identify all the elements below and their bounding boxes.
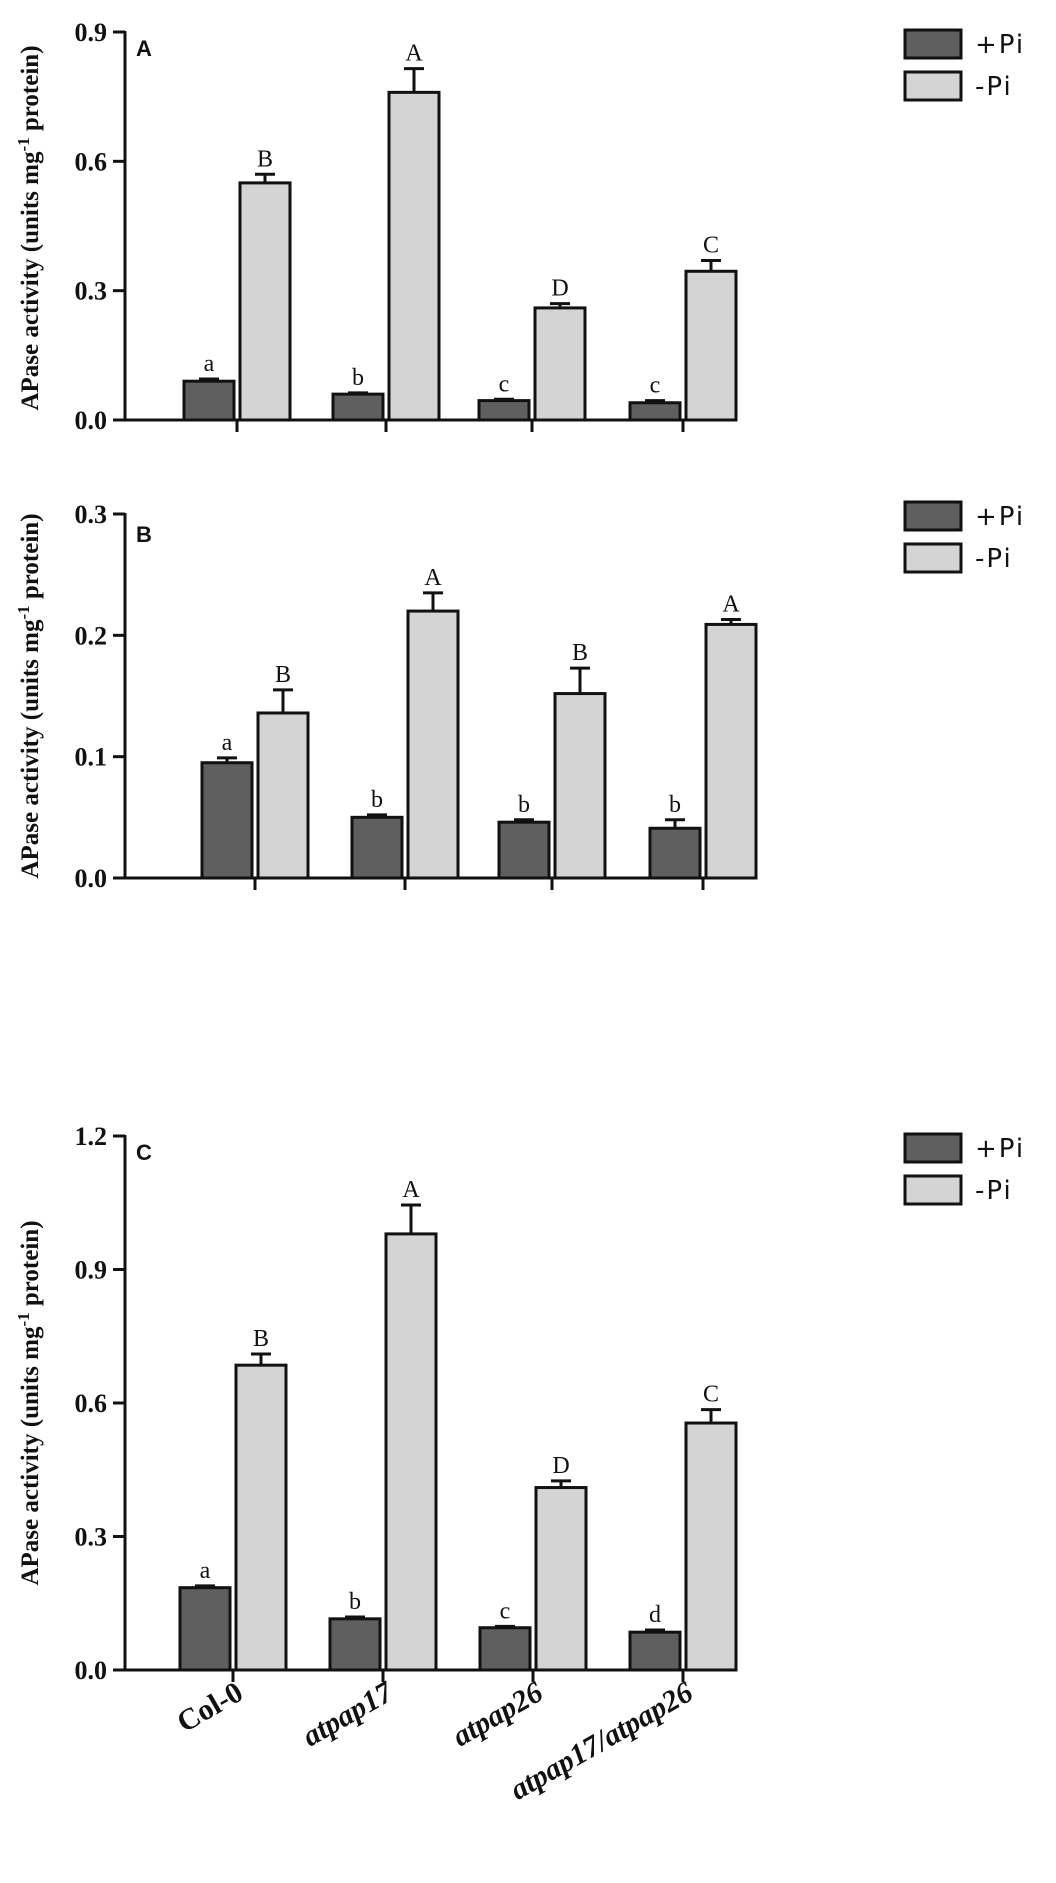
significance-label: a [204, 351, 215, 377]
bar-plus-pi [497, 820, 551, 880]
legend-label: +Pi [975, 30, 1025, 60]
y-axis-label: APase activity (units mg-1 protein) [14, 1220, 44, 1585]
chart-panel-c: 0.0 0.3 0.6 0.9 1.2 a b c d B A D C C APase activity (… [14, 1122, 1025, 1685]
bar-minus-pi [238, 181, 292, 422]
legend-swatch [903, 542, 963, 574]
y-tick-label: 0.3 [75, 277, 108, 306]
x-category-label: atpap26 [447, 1675, 549, 1753]
significance-label: c [650, 373, 661, 399]
legend-label: -Pi [975, 1176, 1013, 1206]
significance-label: B [253, 1326, 269, 1352]
bar-plus-pi [628, 1630, 682, 1672]
bar-plus-pi [182, 379, 236, 422]
y-tick-label: 0.9 [75, 18, 108, 47]
panel-letter: B [136, 522, 152, 547]
significance-label: C [703, 232, 719, 258]
y-axis-label: APase activity (units mg-1 protein) [14, 45, 44, 410]
y-tick-label: 0.9 [75, 1256, 108, 1285]
significance-label: b [352, 365, 364, 391]
legend-swatch [903, 28, 963, 60]
panel-letter: C [136, 1140, 152, 1165]
chart-panel-a: 0.0 0.3 0.6 0.9 a b c c B A D C A APase activity (uni… [14, 18, 1025, 435]
legend-label: -Pi [975, 544, 1013, 574]
legend-swatch [903, 500, 963, 532]
legend-label: +Pi [975, 502, 1025, 532]
x-category-label: Col-0 [171, 1675, 248, 1739]
bar-minus-pi [704, 622, 758, 880]
bar-plus-pi [628, 401, 682, 422]
significance-label: b [371, 787, 383, 813]
y-tick-label: 0.0 [75, 864, 108, 893]
bar-minus-pi [684, 269, 738, 422]
significance-label: d [649, 1602, 661, 1628]
legend-label: -Pi [975, 72, 1013, 102]
legend-swatch [903, 70, 963, 102]
bar-plus-pi [350, 815, 404, 880]
bar-minus-pi [384, 1232, 438, 1672]
significance-label: a [200, 1558, 211, 1584]
bar-minus-pi [684, 1421, 738, 1672]
y-tick-label: 1.2 [75, 1122, 108, 1151]
significance-label: B [275, 662, 291, 688]
significance-label: A [402, 1177, 420, 1203]
bar-minus-pi [406, 609, 460, 880]
bar-plus-pi [478, 1626, 532, 1672]
bar-plus-pi [178, 1586, 232, 1672]
bar-plus-pi [331, 392, 385, 422]
bar-minus-pi [533, 306, 587, 422]
bar-minus-pi [553, 692, 607, 880]
bar-plus-pi [648, 826, 702, 880]
y-tick-label: 0.1 [75, 743, 108, 772]
significance-label: c [499, 371, 510, 397]
x-category-label: atpap17 [297, 1675, 400, 1753]
significance-label: D [551, 276, 568, 302]
significance-label: D [552, 1453, 569, 1479]
legend-label: +Pi [975, 1134, 1025, 1164]
bar-minus-pi [534, 1486, 588, 1672]
y-axis-label: APase activity (units mg-1 protein) [14, 513, 44, 878]
y-tick-label: 0.3 [75, 1523, 108, 1552]
significance-label: C [703, 1382, 719, 1408]
significance-label: A [405, 41, 423, 67]
significance-label: B [257, 146, 273, 172]
y-tick-label: 0.0 [75, 1656, 108, 1685]
bar-plus-pi [328, 1617, 382, 1672]
significance-label: B [572, 640, 588, 666]
significance-label: a [222, 730, 233, 756]
significance-label: b [518, 792, 530, 818]
bar-minus-pi [234, 1363, 288, 1672]
chart-panel-b: 0.0 0.1 0.2 0.3 a b b b B A B A B APase activity (uni… [14, 500, 1025, 893]
bar-minus-pi [387, 90, 441, 422]
significance-label: b [349, 1589, 361, 1615]
y-tick-label: 0.6 [75, 1389, 108, 1418]
y-tick-label: 0.6 [75, 147, 108, 176]
significance-label: b [669, 792, 681, 818]
y-tick-label: 0.0 [75, 406, 108, 435]
bar-plus-pi [477, 399, 531, 422]
y-tick-label: 0.3 [75, 500, 108, 529]
bar-minus-pi [256, 711, 310, 880]
legend-swatch [903, 1132, 963, 1164]
panel-letter: A [136, 36, 152, 61]
y-tick-label: 0.2 [75, 621, 108, 650]
significance-label: c [500, 1598, 511, 1624]
legend-swatch [903, 1174, 963, 1206]
bar-plus-pi [200, 761, 254, 880]
significance-label: A [424, 565, 442, 591]
significance-label: A [722, 592, 740, 618]
